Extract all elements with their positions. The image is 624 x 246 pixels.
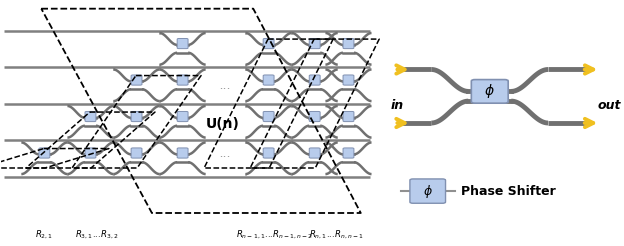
FancyBboxPatch shape xyxy=(177,38,188,49)
Text: Phase Shifter: Phase Shifter xyxy=(461,184,555,198)
FancyBboxPatch shape xyxy=(131,111,142,122)
FancyBboxPatch shape xyxy=(471,80,508,103)
FancyBboxPatch shape xyxy=(131,75,142,85)
Text: $\phi$: $\phi$ xyxy=(423,183,432,200)
FancyBboxPatch shape xyxy=(177,75,188,85)
Text: $R_{n-1,1}$...$R_{n-1,n-2}$: $R_{n-1,1}$...$R_{n-1,n-2}$ xyxy=(236,229,313,241)
FancyBboxPatch shape xyxy=(85,111,96,122)
FancyBboxPatch shape xyxy=(310,148,320,158)
Text: in: in xyxy=(391,99,404,112)
Text: $R_{2,1}$: $R_{2,1}$ xyxy=(36,229,54,241)
Text: $R_{3,1}$...$R_{3,2}$: $R_{3,1}$...$R_{3,2}$ xyxy=(75,229,119,241)
FancyBboxPatch shape xyxy=(310,75,320,85)
Text: $\phi$: $\phi$ xyxy=(484,82,495,100)
FancyBboxPatch shape xyxy=(131,148,142,158)
FancyBboxPatch shape xyxy=(343,75,354,85)
Text: ...: ... xyxy=(220,147,232,160)
FancyBboxPatch shape xyxy=(39,148,50,158)
FancyBboxPatch shape xyxy=(343,111,354,122)
FancyBboxPatch shape xyxy=(263,111,274,122)
Text: out: out xyxy=(598,99,622,112)
FancyBboxPatch shape xyxy=(85,148,96,158)
FancyBboxPatch shape xyxy=(343,148,354,158)
Text: $R_{n,1}$...$R_{n,n-1}$: $R_{n,1}$...$R_{n,n-1}$ xyxy=(309,229,364,241)
Text: ...: ... xyxy=(220,79,232,92)
FancyBboxPatch shape xyxy=(310,111,320,122)
FancyBboxPatch shape xyxy=(343,38,354,49)
FancyBboxPatch shape xyxy=(177,148,188,158)
FancyBboxPatch shape xyxy=(177,111,188,122)
FancyBboxPatch shape xyxy=(263,148,274,158)
Text: U(n): U(n) xyxy=(205,117,240,131)
FancyBboxPatch shape xyxy=(263,38,274,49)
FancyBboxPatch shape xyxy=(263,75,274,85)
FancyBboxPatch shape xyxy=(410,179,446,203)
FancyBboxPatch shape xyxy=(310,38,320,49)
